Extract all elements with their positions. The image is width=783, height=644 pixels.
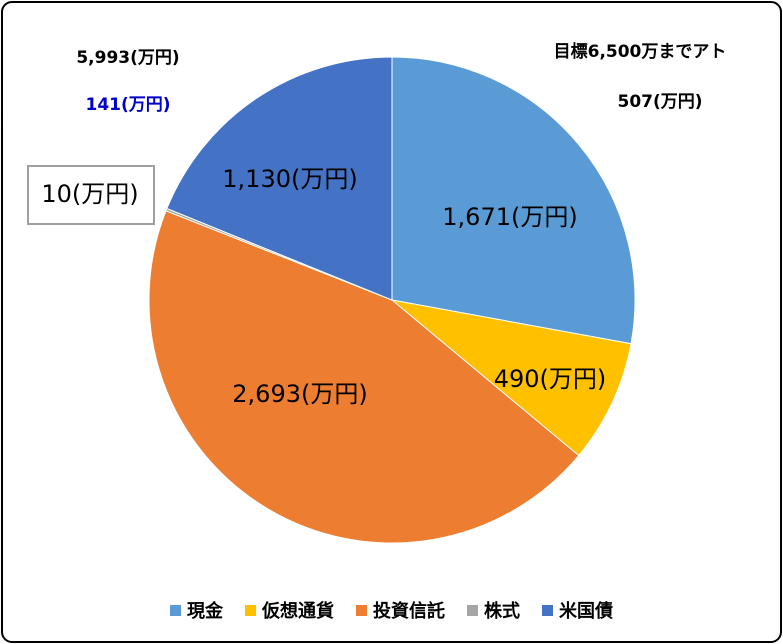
legend-swatch (170, 605, 181, 616)
annotation: 507(万円) (617, 92, 702, 112)
legend-label: 株式 (484, 600, 520, 622)
data-label: 10(万円) (41, 180, 138, 208)
legend-label: 投資信託 (373, 600, 445, 622)
annotation: 141(万円) (85, 95, 170, 115)
label-box (27, 165, 155, 225)
legend-label: 現金 (187, 600, 224, 622)
legend-swatch (542, 605, 553, 616)
legend-swatch (245, 605, 256, 616)
annotation: 目標6,500万までアト (554, 41, 727, 62)
legend-swatch (467, 605, 478, 616)
legend: 現金 仮想通貨 投資信託 株式 米国債 (170, 600, 613, 622)
data-label: 2,693(万円) (232, 380, 367, 408)
pie-slice (391, 56, 636, 345)
legend-swatch (356, 605, 367, 616)
legend-label: 米国債 (559, 600, 613, 622)
pie-slice (390, 299, 632, 457)
legend-label: 仮想通貨 (261, 600, 334, 622)
data-label: 490(万円) (494, 365, 607, 393)
annotation: 5,993(万円) (76, 48, 179, 68)
data-label: 1,130(万円) (222, 165, 357, 193)
data-label: 1,671(万円) (442, 203, 577, 231)
pie-slice (148, 210, 580, 544)
pie-slice (166, 56, 393, 301)
